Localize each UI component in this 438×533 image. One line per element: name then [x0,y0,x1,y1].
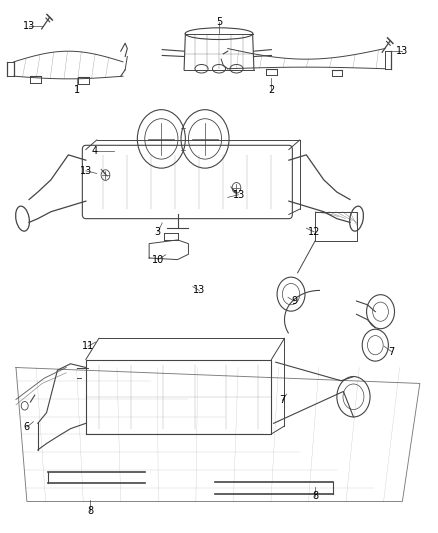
Text: 8: 8 [312,491,318,501]
Text: 13: 13 [233,190,245,200]
Text: 10: 10 [152,255,164,264]
Text: 3: 3 [155,227,161,237]
Text: 8: 8 [87,506,93,516]
Text: 6: 6 [24,422,30,432]
Text: 2: 2 [268,85,275,95]
Text: 4: 4 [92,146,98,156]
Text: 13: 13 [23,21,35,31]
Text: 12: 12 [308,227,320,237]
Text: 1: 1 [74,85,80,95]
Text: 13: 13 [396,46,409,56]
Text: 11: 11 [82,341,94,351]
Text: 5: 5 [216,17,222,27]
Text: 13: 13 [193,286,205,295]
Text: 7: 7 [279,395,286,406]
Text: 13: 13 [80,166,92,176]
Text: 7: 7 [389,346,395,357]
Text: 9: 9 [291,296,297,306]
